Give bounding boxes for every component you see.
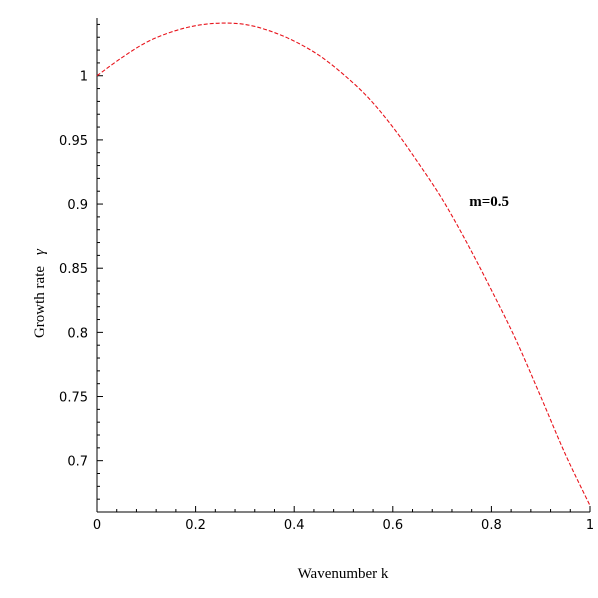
y-axis-label-symbol: γ (32, 248, 48, 255)
x-tick-label: 1 (586, 518, 594, 533)
y-tick-label: 0.9 (67, 198, 88, 213)
y-tick-label: 0.95 (59, 134, 88, 149)
series-layer (96, 22, 591, 506)
x-axis-ticks: 0 0.2 0.4 0.6 0.8 1 (93, 506, 594, 533)
x-axis-label: Wavenumber k (298, 566, 389, 582)
y-tick-label: 1 (80, 70, 88, 85)
y-tick-label: 0.75 (59, 391, 88, 406)
y-axis-label: Growth rate γ (32, 248, 48, 338)
y-tick-label: 0.8 (67, 326, 88, 341)
x-tick-label: 0 (93, 518, 101, 533)
y-axis-label-text: Growth rate (32, 266, 48, 338)
x-tick-label: 0.8 (481, 518, 502, 533)
x-tick-label: 0.4 (284, 518, 305, 533)
y-axis-ticks: 0.7 0.75 0.8 0.85 0.9 0.95 1 (59, 23, 103, 513)
x-tick-label: 0.2 (185, 518, 206, 533)
y-tick-label: 0.85 (59, 262, 88, 277)
series-annotation: m=0.5 (469, 194, 509, 210)
x-tick-label: 0.6 (382, 518, 403, 533)
y-tick-label: 0.7 (67, 455, 88, 470)
series-line (96, 22, 591, 506)
